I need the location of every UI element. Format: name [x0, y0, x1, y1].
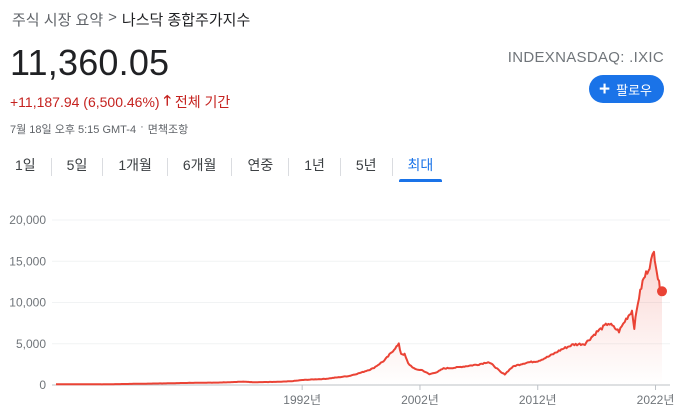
tab-divider: [339, 158, 341, 176]
y-tick-label: 20,000: [9, 213, 46, 227]
breadcrumb-parent-link[interactable]: 주식 시장 요약: [12, 12, 104, 29]
tab-ytd[interactable]: 연중: [247, 157, 274, 173]
disclaimer-link[interactable]: 면책조항: [147, 124, 189, 136]
tab-divider: [102, 158, 104, 176]
follow-button[interactable]: + 팔로우: [589, 75, 664, 103]
tab-1y[interactable]: 1년: [304, 157, 325, 173]
breadcrumb: 주식 시장 요약 > 나스닥 종합주가지수: [12, 9, 250, 30]
breadcrumb-current: 나스닥 종합주가지수: [121, 12, 251, 29]
breadcrumb-separator: >: [108, 9, 117, 26]
price-chart[interactable]: 0 5,000 10,000 15,000 20,000 1992년 2002년 2012년 2…: [0, 200, 696, 418]
tab-divider: [50, 158, 52, 176]
x-tick-label: 2022년: [637, 393, 675, 407]
y-tick-label: 5,000: [16, 337, 46, 351]
tab-6m[interactable]: 6개월: [182, 157, 217, 173]
tab-divider: [231, 158, 233, 176]
y-tick-label: 0: [39, 378, 46, 392]
y-tick-label: 15,000: [9, 254, 46, 268]
change-value: +11,187.94 (6,500.46%): [10, 94, 160, 110]
tab-5y[interactable]: 5년: [355, 157, 377, 173]
follow-label: 팔로우: [616, 82, 652, 98]
timestamp-line: 7월 18일 오후 5:15 GMT-4 · 면책조항: [10, 121, 188, 137]
tab-divider: [391, 158, 393, 176]
tab-divider: [288, 158, 290, 176]
plus-icon: +: [599, 78, 611, 100]
change-period: 전체 기간: [174, 94, 231, 110]
tab-divider: [166, 158, 168, 176]
x-tick-label: 1992년: [283, 393, 321, 407]
tab-1m[interactable]: 1개월: [118, 157, 152, 173]
tab-5d[interactable]: 5일: [66, 157, 88, 173]
price-line: [56, 250, 663, 386]
ticker-symbol: INDEXNASDAQ: .IXIC: [507, 49, 664, 66]
current-price-dot: [657, 286, 667, 297]
timestamp: 7월 18일 오후 5:15 GMT-4: [10, 124, 137, 136]
arrow-up-icon: 🡑: [163, 92, 171, 108]
x-tick-label: 2012년: [519, 393, 557, 407]
bullet-separator: ·: [140, 121, 144, 133]
time-range-tabs: 1일 5일 1개월 6개월 연중 1년 5년 최대: [0, 152, 448, 182]
tab-max[interactable]: 최대: [393, 152, 449, 182]
price-change: +11,187.94 (6,500.46%) 🡑 전체 기간: [10, 90, 230, 114]
x-tick-label: 2002년: [401, 393, 439, 407]
y-tick-label: 10,000: [9, 296, 46, 310]
current-price: 11,360.05: [10, 42, 170, 83]
price-area-fill: [56, 251, 662, 385]
tab-1d[interactable]: 1일: [15, 157, 36, 173]
